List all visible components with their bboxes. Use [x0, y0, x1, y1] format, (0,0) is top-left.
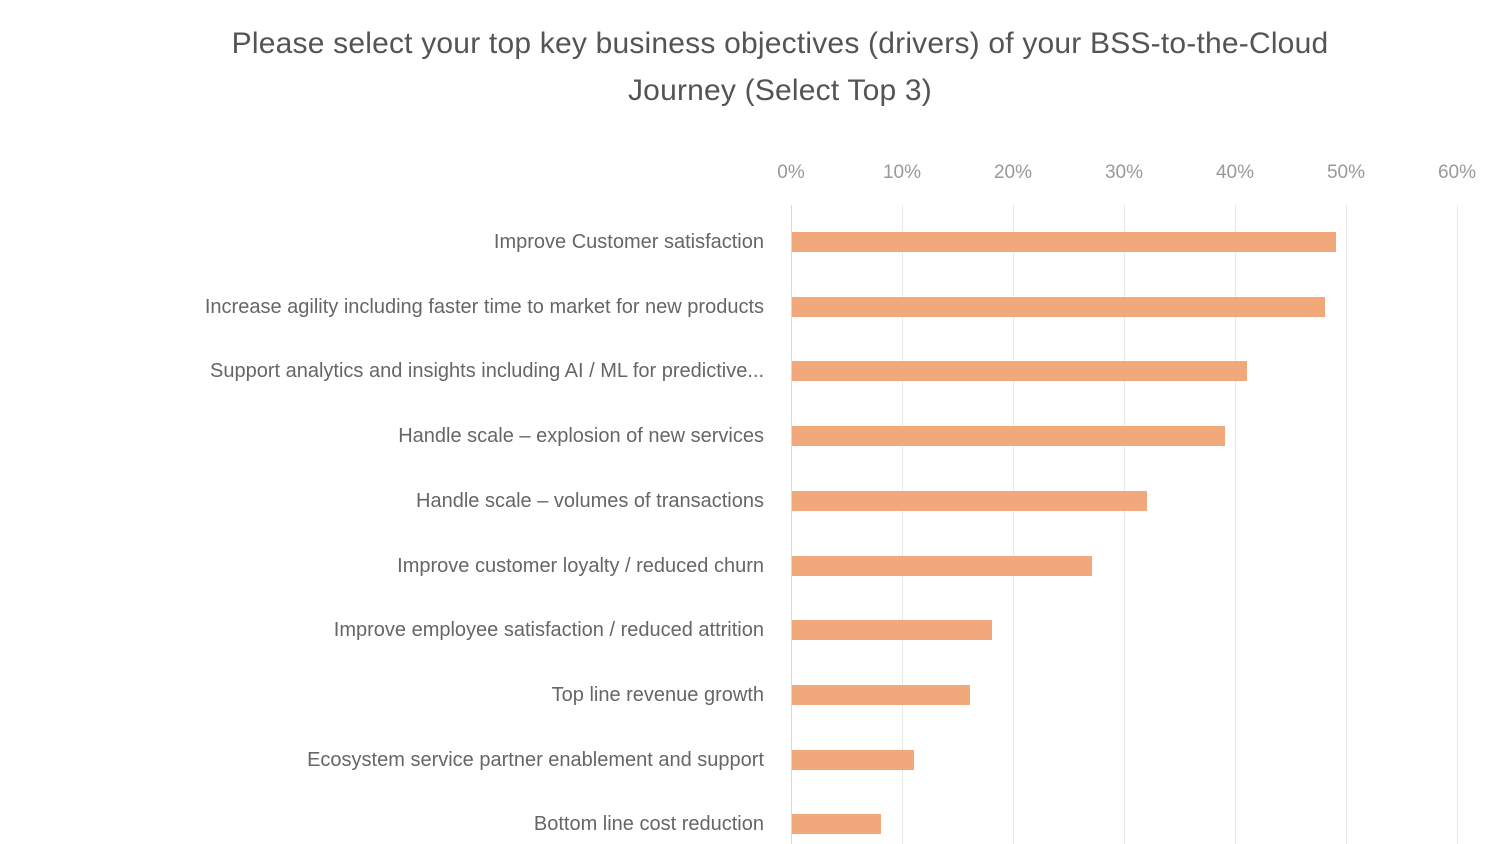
bar: [792, 620, 992, 640]
bar: [792, 685, 970, 705]
category-label: Handle scale – volumes of transactions: [416, 490, 764, 512]
category-label: Support analytics and insights including…: [210, 360, 764, 382]
x-tick-label: 0%: [777, 162, 805, 183]
gridline: [1235, 205, 1236, 844]
bar: [792, 232, 1336, 252]
chart-title-line-2: Journey (Select Top 3): [627, 74, 932, 107]
x-tick-label: 10%: [882, 162, 922, 183]
gridline: [902, 205, 903, 844]
category-label: Increase agility including faster time t…: [204, 296, 764, 318]
category-label: Improve employee satisfaction / reduced …: [333, 619, 764, 641]
bar: [792, 556, 1092, 576]
bar: [792, 814, 881, 834]
chart-title-line-1: Please select your top key business obje…: [231, 27, 1329, 60]
gridline: [1457, 205, 1458, 844]
chart-title: Please select your top key business obje…: [60, 20, 1500, 114]
category-label: Bottom line cost reduction: [533, 813, 764, 835]
bar: [792, 491, 1147, 511]
bar: [792, 426, 1225, 446]
bar: [792, 297, 1325, 317]
gridline: [1346, 205, 1347, 844]
bar: [792, 361, 1247, 381]
category-label: Improve Customer satisfaction: [493, 231, 764, 253]
x-tick-label: 40%: [1215, 162, 1255, 183]
x-tick-label: 60%: [1437, 162, 1477, 183]
category-label: Improve customer loyalty / reduced churn: [397, 555, 764, 577]
y-axis-line: [791, 205, 792, 844]
x-tick-label: 20%: [993, 162, 1033, 183]
category-label: Handle scale – explosion of new services: [398, 425, 764, 447]
gridline: [1013, 205, 1014, 844]
x-tick-label: 50%: [1326, 162, 1366, 183]
gridline: [1124, 205, 1125, 844]
x-tick-label: 30%: [1104, 162, 1144, 183]
category-label: Top line revenue growth: [551, 684, 764, 706]
category-label: Ecosystem service partner enablement and…: [307, 749, 764, 771]
bar: [792, 750, 914, 770]
